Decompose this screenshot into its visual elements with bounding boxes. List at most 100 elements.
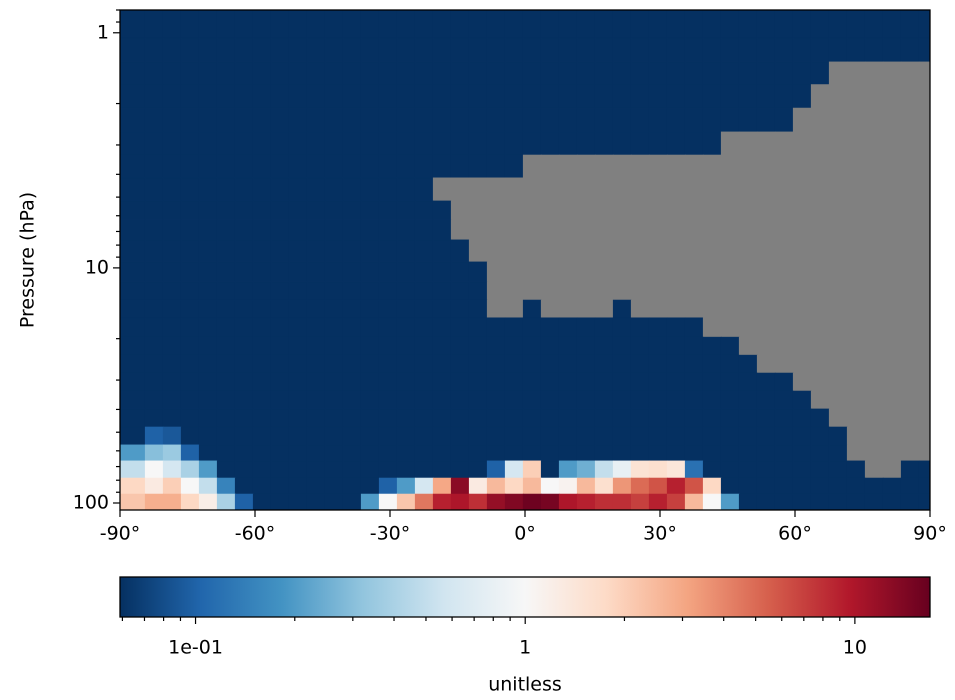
- missing-cell: [756, 239, 776, 263]
- cell: [504, 460, 524, 479]
- cell: [432, 390, 452, 410]
- cell: [612, 61, 632, 85]
- cell: [828, 426, 848, 446]
- missing-cell: [846, 354, 866, 374]
- cell: [306, 261, 326, 283]
- missing-cell: [810, 200, 830, 221]
- cell: [630, 493, 650, 511]
- missing-cell: [792, 317, 812, 338]
- cell: [270, 154, 290, 179]
- missing-cell: [900, 177, 920, 202]
- missing-cell: [702, 239, 722, 263]
- missing-cell: [648, 154, 668, 179]
- cell: [414, 61, 434, 85]
- cell: [900, 9, 920, 39]
- missing-cell: [828, 107, 848, 133]
- cell: [918, 493, 931, 511]
- cell: [684, 37, 704, 63]
- cell: [810, 444, 830, 462]
- cell: [900, 37, 920, 63]
- cell: [450, 131, 470, 156]
- missing-cell: [594, 177, 614, 202]
- cell: [252, 37, 272, 63]
- cell: [486, 317, 506, 338]
- missing-cell: [864, 426, 884, 446]
- cell: [180, 177, 200, 202]
- cell: [414, 9, 434, 39]
- missing-cell: [666, 200, 686, 221]
- cell: [414, 131, 434, 156]
- cell: [414, 200, 434, 221]
- cell: [378, 37, 398, 63]
- cell: [342, 477, 362, 495]
- cell: [774, 37, 794, 63]
- cell: [378, 408, 398, 428]
- cell: [612, 336, 632, 356]
- cell: [594, 372, 614, 392]
- missing-cell: [846, 281, 866, 301]
- cell: [594, 426, 614, 446]
- cell: [162, 426, 182, 446]
- missing-cell: [810, 239, 830, 263]
- missing-cell: [594, 219, 614, 241]
- missing-cell: [882, 131, 902, 156]
- cell: [558, 61, 578, 85]
- missing-cell: [702, 154, 722, 179]
- cell: [486, 372, 506, 392]
- cell: [720, 372, 740, 392]
- cell: [180, 336, 200, 356]
- missing-cell: [900, 299, 920, 319]
- cell: [576, 317, 596, 338]
- cell: [378, 239, 398, 263]
- cell: [198, 261, 218, 283]
- cell: [576, 408, 596, 428]
- cell: [792, 444, 812, 462]
- cell: [612, 107, 632, 133]
- cell: [846, 9, 866, 39]
- cell: [432, 200, 452, 221]
- missing-cell: [774, 317, 794, 338]
- cell: [396, 154, 416, 179]
- cell: [378, 261, 398, 283]
- missing-cell: [540, 200, 560, 221]
- y-tick-label: 100: [73, 491, 109, 513]
- cell: [162, 107, 182, 133]
- missing-cell: [882, 372, 902, 392]
- cell: [198, 460, 218, 479]
- cell: [234, 107, 254, 133]
- missing-cell: [774, 354, 794, 374]
- cell: [702, 390, 722, 410]
- cell: [612, 460, 632, 479]
- missing-cell: [522, 281, 542, 301]
- cell: [378, 354, 398, 374]
- missing-cell: [828, 261, 848, 283]
- cell: [378, 426, 398, 446]
- cell: [738, 444, 758, 462]
- cell: [234, 444, 254, 462]
- cell: [882, 37, 902, 63]
- cell: [540, 477, 560, 495]
- cell: [360, 154, 380, 179]
- cell: [144, 426, 164, 446]
- cell: [738, 9, 758, 39]
- cell: [594, 408, 614, 428]
- cell: [432, 336, 452, 356]
- missing-cell: [630, 177, 650, 202]
- cell: [288, 219, 308, 241]
- missing-cell: [702, 177, 722, 202]
- cell: [594, 460, 614, 479]
- missing-cell: [684, 299, 704, 319]
- missing-cell: [828, 154, 848, 179]
- cell: [504, 336, 524, 356]
- cell: [774, 372, 794, 392]
- cell: [180, 408, 200, 428]
- cell: [594, 131, 614, 156]
- missing-cell: [846, 239, 866, 263]
- cell: [882, 9, 902, 39]
- cell: [450, 154, 470, 179]
- cell: [216, 61, 236, 85]
- cell: [119, 444, 146, 462]
- cell: [558, 336, 578, 356]
- missing-cell: [630, 239, 650, 263]
